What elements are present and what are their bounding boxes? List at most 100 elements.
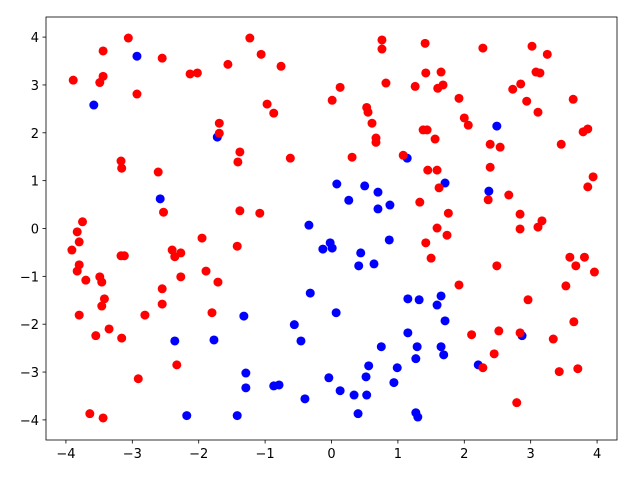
y-tick-label: 0 — [31, 223, 39, 238]
scatter-point — [176, 248, 186, 258]
scatter-point — [68, 75, 78, 85]
scatter-point — [377, 35, 387, 45]
x-tick-label: −1 — [256, 447, 275, 462]
scatter-point — [443, 208, 453, 218]
scatter-point — [78, 217, 88, 227]
scatter-point — [256, 49, 266, 59]
scatter-point — [523, 295, 533, 305]
x-tick-label: 0 — [327, 447, 335, 462]
scatter-point — [412, 342, 422, 352]
scatter-point — [349, 390, 359, 400]
scatter-point — [262, 99, 272, 109]
scatter-point — [459, 113, 469, 123]
scatter-point — [415, 197, 425, 207]
scatter-point — [327, 95, 337, 105]
scatter-point — [411, 354, 421, 364]
scatter-point — [556, 139, 566, 149]
scatter-point — [241, 383, 251, 393]
x-tick-label: −3 — [123, 447, 142, 462]
scatter-point — [332, 179, 342, 189]
scatter-point — [478, 43, 488, 53]
x-tick-label: 2 — [460, 447, 468, 462]
scatter-point — [363, 107, 373, 117]
scatter-point — [132, 51, 142, 61]
scatter-point — [95, 78, 105, 88]
scatter-point — [432, 223, 442, 233]
scatter-point — [515, 209, 525, 219]
scatter-point — [116, 156, 126, 166]
y-tick-label: 2 — [31, 127, 39, 142]
scatter-point — [74, 310, 84, 320]
scatter-point — [232, 241, 242, 251]
scatter-point — [494, 326, 504, 336]
scatter-point — [170, 336, 180, 346]
scatter-point — [440, 316, 450, 326]
y-tick-label: 3 — [31, 79, 39, 94]
scatter-point — [269, 108, 279, 118]
scatter-point — [373, 204, 383, 214]
scatter-point — [508, 84, 518, 94]
scatter-point — [410, 81, 420, 91]
scatter-point — [72, 266, 82, 276]
scatter-point — [522, 96, 532, 106]
scatter-point — [104, 324, 114, 334]
scatter-point — [214, 128, 224, 138]
scatter-point — [573, 364, 583, 374]
scatter-point — [185, 69, 195, 79]
scatter-point — [97, 277, 107, 287]
scatter-point — [157, 53, 167, 63]
scatter-point — [233, 157, 243, 167]
scatter-point — [97, 301, 107, 311]
scatter-point — [485, 139, 495, 149]
scatter-point — [300, 394, 310, 404]
y-tick-label: −2 — [20, 318, 39, 333]
scatter-point — [568, 94, 578, 104]
scatter-point — [533, 107, 543, 117]
scatter-point — [454, 93, 464, 103]
scatter-point — [512, 398, 522, 408]
scatter-point — [155, 194, 165, 204]
scatter-point — [422, 125, 432, 135]
scatter-point — [414, 295, 424, 305]
scatter-point — [492, 261, 502, 271]
scatter-point — [421, 68, 431, 78]
scatter-point — [403, 294, 413, 304]
scatter-point — [426, 253, 436, 263]
scatter-point — [331, 308, 341, 318]
scatter-point — [369, 259, 379, 269]
scatter-point — [305, 288, 315, 298]
scatter-point — [589, 267, 599, 277]
scatter-point — [463, 120, 473, 130]
y-tick-label: 1 — [31, 175, 39, 190]
scatter-point — [439, 350, 449, 360]
scatter-point — [360, 181, 370, 191]
scatter-point — [430, 134, 440, 144]
scatter-point — [371, 137, 381, 147]
scatter-point — [432, 300, 442, 310]
scatter-point — [159, 207, 169, 217]
scatter-point — [347, 152, 357, 162]
scatter-point — [361, 372, 371, 382]
y-tick-label: 4 — [31, 31, 39, 46]
scatter-point — [89, 100, 99, 110]
scatter-point — [285, 153, 295, 163]
scatter-point — [157, 284, 167, 294]
scatter-point — [423, 165, 433, 175]
scatter-point — [495, 142, 505, 152]
scatter-point — [356, 248, 366, 258]
x-tick-label: 1 — [394, 447, 402, 462]
scatter-point — [354, 261, 364, 271]
scatter-point — [377, 44, 387, 54]
scatter-point — [85, 409, 95, 419]
scatter-point — [440, 178, 450, 188]
x-tick-label: −2 — [189, 447, 208, 462]
scatter-point — [554, 367, 564, 377]
scatter-point — [327, 243, 337, 253]
scatter-point — [117, 163, 127, 173]
scatter-point — [132, 89, 142, 99]
scatter-point — [362, 390, 372, 400]
scatter-point — [434, 183, 444, 193]
scatter-point — [478, 363, 488, 373]
scatter-point — [324, 373, 334, 383]
scatter-point — [172, 360, 182, 370]
